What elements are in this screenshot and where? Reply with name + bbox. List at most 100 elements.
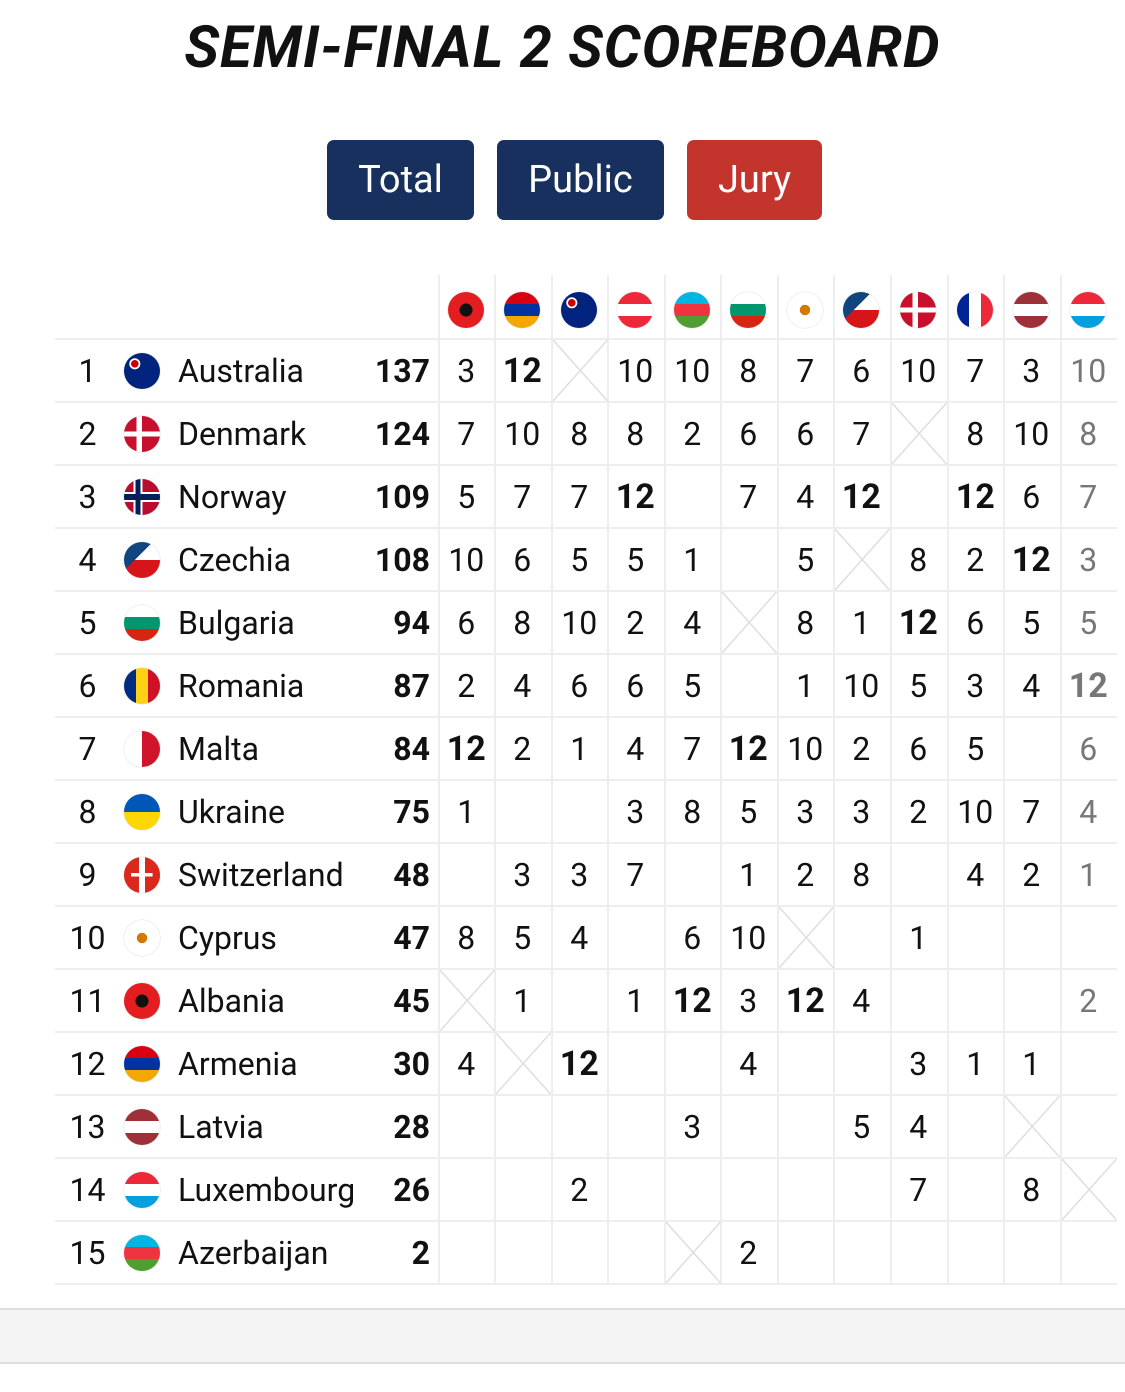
points: 4 [626,730,645,768]
points: 6 [1079,730,1098,768]
points: 1 [1022,1045,1041,1083]
points: 10 [900,352,937,390]
total: 137 [374,352,430,390]
total: 47 [393,919,430,957]
points: 12 [728,729,768,769]
tab-button[interactable]: Total [327,140,474,220]
points: 1 [796,667,815,705]
tab-button[interactable]: Public [497,140,664,220]
cross [1061,1158,1117,1221]
points: 6 [457,604,476,642]
total: 48 [393,856,430,894]
title: SEMI-FINAL 2 SCOREBOARD [184,14,941,82]
scoreboard: 1 Australia 137 3 12 10 10 8 7 6 10 7 3 10 2 Denmark 124… [55,275,1117,1285]
points: 3 [739,982,758,1020]
total: 124 [374,415,430,453]
rank: 4 [78,541,97,579]
self-vote-cross [1004,1095,1060,1158]
cross [1004,1095,1060,1158]
tab-button[interactable]: Jury [687,140,822,220]
country-name: Malta [178,730,259,768]
points: 12 [615,477,655,517]
points: 1 [1079,856,1098,894]
row-flag [124,983,160,1019]
rank: 3 [78,478,97,516]
points: 12 [898,603,938,643]
column-flag [843,292,879,328]
row-divider [55,1031,1117,1033]
points: 8 [570,415,589,453]
row-divider [55,779,1117,781]
points: 4 [796,478,815,516]
points: 6 [852,352,871,390]
self-vote-cross [1061,1158,1117,1221]
points: 10 [1013,415,1050,453]
column-flag [730,292,766,328]
row-divider [55,842,1117,844]
country-name: Azerbaijan [178,1234,329,1272]
points: 5 [966,730,985,768]
row-flag [124,479,160,515]
points: 7 [1022,793,1041,831]
column-flag [504,292,540,328]
points: 7 [570,478,589,516]
points: 5 [852,1108,871,1146]
self-vote-cross [439,969,495,1032]
cross [495,1032,551,1095]
points: 5 [1022,604,1041,642]
total: 75 [393,793,430,831]
points: 12 [446,729,486,769]
points: 10 [504,415,541,453]
points: 12 [841,477,881,517]
row-flag [124,1235,160,1271]
cross [778,906,834,969]
footer-bar [0,1308,1125,1364]
points: 4 [570,919,589,957]
row-flag [124,1109,160,1145]
column-flag [617,292,653,328]
column-flag [957,292,993,328]
country-name: Albania [178,982,285,1020]
points: 7 [626,856,645,894]
points: 12 [1068,666,1108,706]
points: 12 [502,351,542,391]
country-name: Czechia [178,541,291,579]
total: 45 [393,982,430,1020]
cross [665,1221,721,1284]
points: 6 [570,667,589,705]
row-flag [124,920,160,956]
points: 2 [457,667,476,705]
rank: 9 [78,856,97,894]
country-name: Cyprus [178,919,277,957]
points: 10 [730,919,767,957]
points: 10 [448,541,485,579]
row-flag [124,353,160,389]
points: 3 [683,1108,702,1146]
self-vote-cross [495,1032,551,1095]
points: 6 [739,415,758,453]
row-divider [55,968,1117,970]
points: 1 [909,919,928,957]
column-flag [1013,292,1049,328]
points: 2 [1079,982,1098,1020]
row-divider [55,653,1117,655]
points: 1 [966,1045,985,1083]
points: 7 [513,478,532,516]
rank: 13 [69,1108,106,1146]
points: 6 [683,919,702,957]
points: 6 [626,667,645,705]
points: 8 [966,415,985,453]
points: 5 [739,793,758,831]
points: 8 [513,604,532,642]
row-divider [55,401,1117,403]
self-vote-cross [891,402,947,465]
points: 5 [909,667,928,705]
points: 10 [617,352,654,390]
total: 84 [393,730,430,768]
points: 1 [683,541,702,579]
points: 10 [957,793,994,831]
points: 4 [852,982,871,1020]
points: 6 [796,415,815,453]
points: 10 [843,667,880,705]
points: 1 [739,856,758,894]
